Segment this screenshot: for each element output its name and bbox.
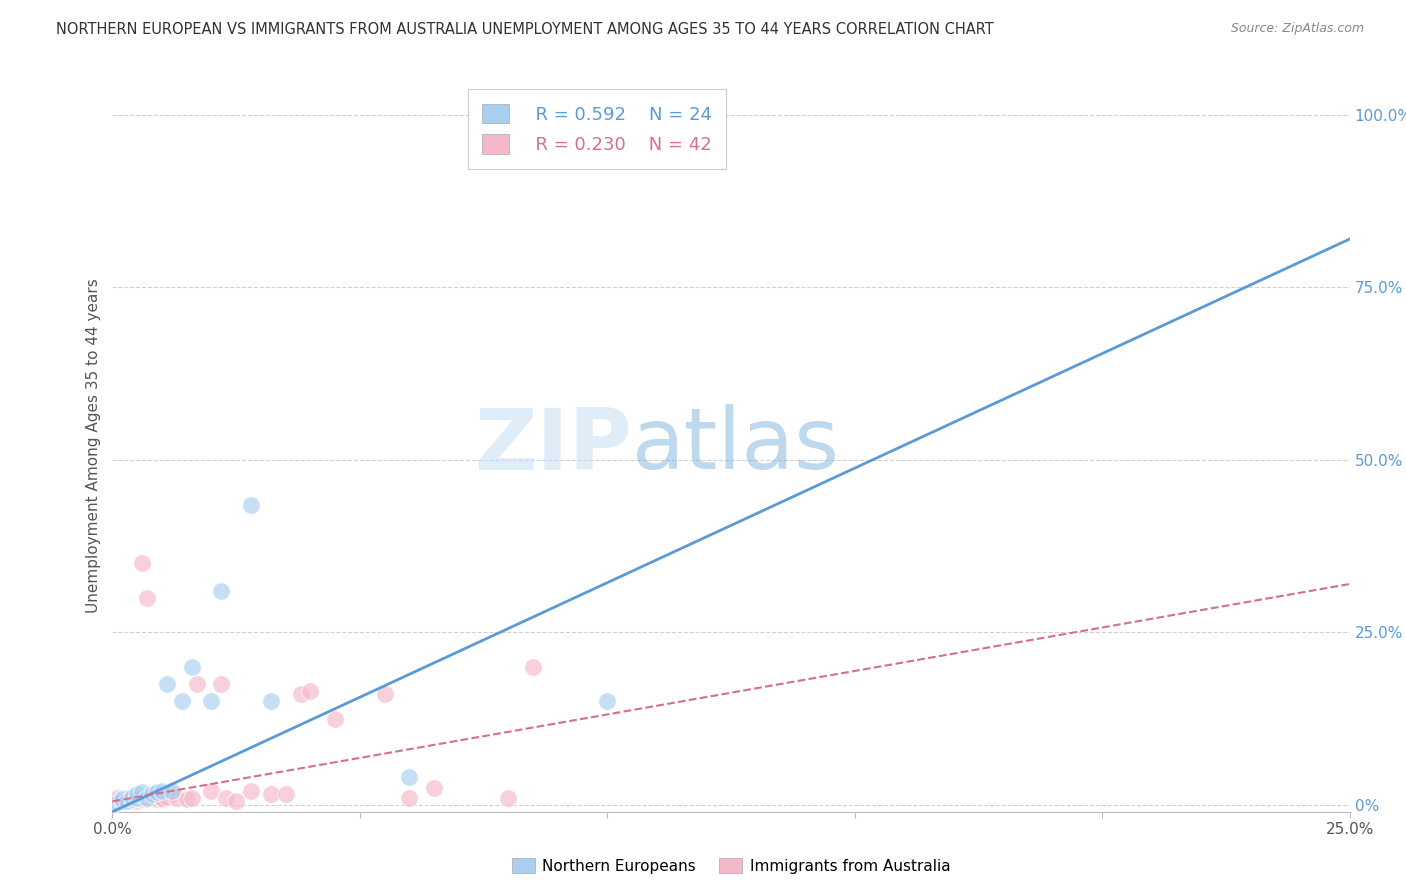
Point: [200, 694, 222, 708]
Point: [107, 797, 129, 811]
Point: [111, 792, 134, 806]
Point: [180, 791, 202, 805]
Point: [136, 791, 159, 805]
Point: [127, 788, 149, 802]
Point: [141, 791, 163, 805]
Point: [596, 108, 619, 122]
Point: [156, 677, 179, 691]
Point: [127, 791, 149, 805]
Point: [117, 792, 139, 806]
Point: [209, 583, 232, 598]
Point: [141, 788, 163, 802]
Point: [146, 785, 169, 799]
Point: [215, 791, 238, 805]
Point: [117, 794, 139, 808]
Point: [150, 791, 173, 805]
Point: [166, 791, 188, 805]
Point: [131, 792, 153, 806]
Text: atlas: atlas: [633, 404, 841, 488]
Point: [117, 791, 139, 805]
Text: Source: ZipAtlas.com: Source: ZipAtlas.com: [1230, 22, 1364, 36]
Point: [121, 792, 143, 806]
Point: [299, 684, 322, 698]
Point: [423, 780, 446, 795]
Point: [127, 792, 149, 806]
Point: [398, 791, 420, 805]
Point: [596, 694, 619, 708]
Point: [176, 792, 198, 806]
Point: [111, 792, 134, 806]
Point: [121, 789, 143, 804]
Point: [180, 660, 202, 674]
Point: [323, 712, 346, 726]
Point: [522, 660, 544, 674]
Point: [150, 784, 173, 798]
Point: [240, 498, 263, 512]
Point: [240, 784, 263, 798]
Point: [290, 687, 312, 701]
Point: [160, 784, 183, 798]
Point: [498, 791, 520, 805]
Point: [121, 792, 143, 806]
Point: [136, 591, 159, 605]
Point: [274, 788, 297, 802]
Point: [398, 770, 420, 784]
Point: [209, 677, 232, 691]
Point: [107, 791, 129, 805]
Point: [127, 794, 149, 808]
Point: [150, 792, 173, 806]
Point: [111, 794, 134, 808]
Text: ZIP: ZIP: [474, 404, 633, 488]
Point: [121, 789, 143, 804]
Point: [186, 677, 208, 691]
Text: NORTHERN EUROPEAN VS IMMIGRANTS FROM AUSTRALIA UNEMPLOYMENT AMONG AGES 35 TO 44 : NORTHERN EUROPEAN VS IMMIGRANTS FROM AUS…: [56, 22, 994, 37]
Point: [225, 794, 247, 808]
Point: [131, 557, 153, 571]
Point: [131, 785, 153, 799]
Y-axis label: Unemployment Among Ages 35 to 44 years: Unemployment Among Ages 35 to 44 years: [86, 278, 101, 614]
Point: [200, 784, 222, 798]
Point: [136, 792, 159, 806]
Point: [117, 794, 139, 808]
Point: [121, 794, 143, 808]
Legend: Northern Europeans, Immigrants from Australia: Northern Europeans, Immigrants from Aust…: [506, 852, 956, 880]
Point: [111, 794, 134, 808]
Point: [260, 694, 283, 708]
Point: [156, 789, 179, 804]
Point: [127, 791, 149, 805]
Point: [170, 694, 193, 708]
Point: [146, 792, 169, 806]
Point: [374, 687, 396, 701]
Point: [107, 794, 129, 808]
Legend:   R = 0.592    N = 24,   R = 0.230    N = 42: R = 0.592 N = 24, R = 0.230 N = 42: [468, 89, 727, 169]
Point: [160, 788, 183, 802]
Point: [260, 788, 283, 802]
